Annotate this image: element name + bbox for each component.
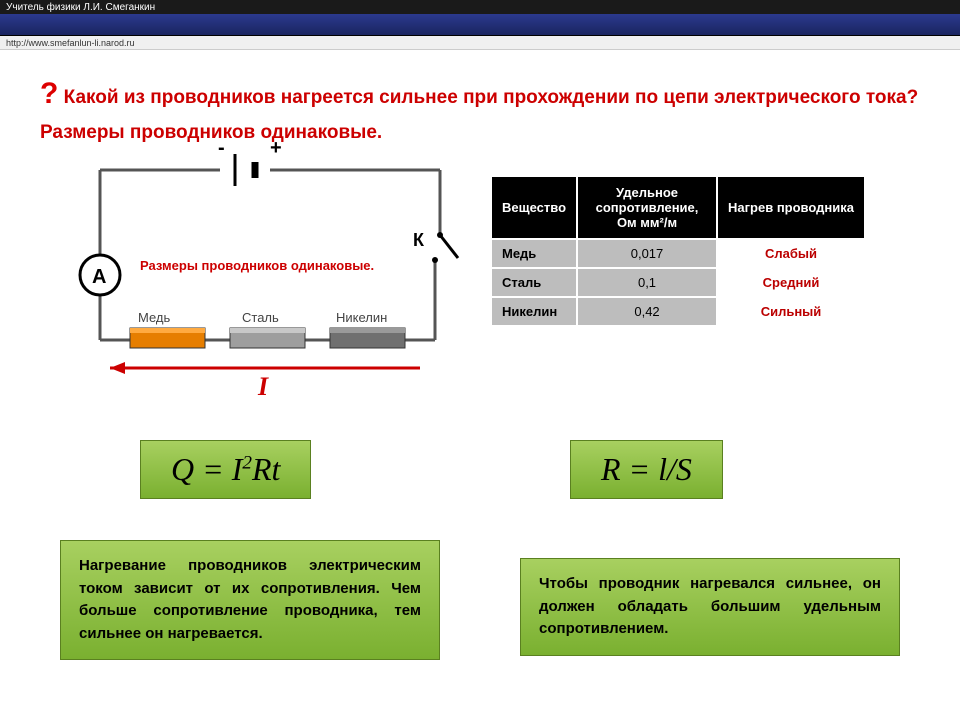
- table-header-2: Нагрев проводника: [717, 176, 865, 239]
- blue-bar: [0, 14, 960, 36]
- circuit-svg: - + К А Размеры проводников одинаковые. …: [40, 140, 470, 400]
- table-header-0: Вещество: [491, 176, 577, 239]
- cell-heating: Сильный: [717, 297, 865, 326]
- cell-heating: Средний: [717, 268, 865, 297]
- battery-minus: -: [218, 140, 225, 159]
- current-label: I: [257, 372, 269, 400]
- conductor-label-2: Никелин: [336, 310, 387, 325]
- table-row: Сталь 0,1 Средний: [491, 268, 865, 297]
- conductor-copper: Медь: [130, 310, 205, 348]
- battery-plus: +: [270, 140, 282, 159]
- formula-heat: Q = I2Rt: [140, 440, 311, 499]
- note-right: Чтобы проводник нагревался сильнее, он д…: [520, 558, 900, 656]
- formula-resistance: R = l/S: [570, 440, 723, 499]
- cell-resistivity: 0,1: [577, 268, 717, 297]
- conductor-steel: Сталь: [230, 310, 305, 348]
- cell-substance: Сталь: [491, 268, 577, 297]
- note-left: Нагревание проводников электрическим ток…: [60, 540, 440, 660]
- circuit-diagram: - + К А Размеры проводников одинаковые. …: [40, 140, 470, 400]
- ammeter-label: А: [92, 266, 106, 288]
- cell-substance: Медь: [491, 239, 577, 268]
- cell-resistivity: 0,017: [577, 239, 717, 268]
- resistivity-table: Вещество Удельное сопротивление, Ом мм²/…: [490, 175, 866, 327]
- conductor-label-0: Медь: [138, 310, 171, 325]
- conductor-label-1: Сталь: [242, 310, 279, 325]
- url-bar: http://www.smefanlun-li.narod.ru: [0, 36, 960, 50]
- top-bar: Учитель физики Л.И. Смеганкин: [0, 0, 960, 14]
- table-row: Медь 0,017 Слабый: [491, 239, 865, 268]
- question-text: Какой из проводников нагреется сильнее п…: [40, 87, 918, 143]
- cell-heating: Слабый: [717, 239, 865, 268]
- question-block: ? Какой из проводников нагреется сильнее…: [40, 70, 920, 148]
- question-mark-icon: ?: [40, 77, 58, 110]
- cell-substance: Никелин: [491, 297, 577, 326]
- table-header-1: Удельное сопротивление, Ом мм²/м: [577, 176, 717, 239]
- table-row: Никелин 0,42 Сильный: [491, 297, 865, 326]
- switch-label: К: [413, 230, 425, 250]
- conductor-nickeline: Никелин: [330, 310, 405, 348]
- circuit-caption: Размеры проводников одинаковые.: [140, 258, 374, 273]
- cell-resistivity: 0,42: [577, 297, 717, 326]
